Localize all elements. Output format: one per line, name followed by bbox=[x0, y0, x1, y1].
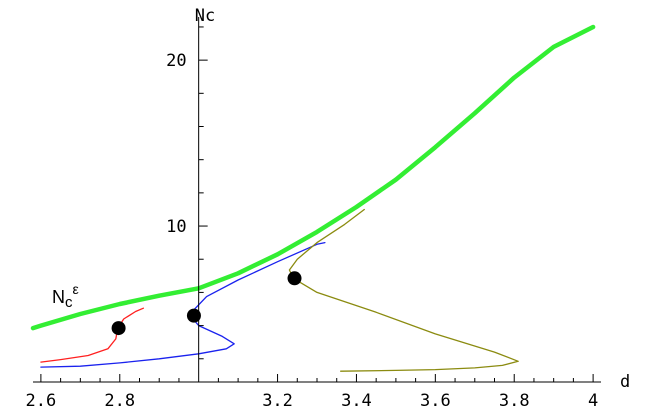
x-tick-label: 3.4 bbox=[341, 391, 372, 411]
curves-layer bbox=[30, 24, 596, 372]
bifurcation-point-marker bbox=[287, 271, 302, 286]
y-axis-label: Nc bbox=[195, 6, 215, 26]
bifurcation-point-marker bbox=[186, 308, 201, 323]
markers-layer bbox=[111, 271, 302, 336]
axes-layer bbox=[33, 17, 601, 383]
x-tick-label: 3.8 bbox=[499, 391, 530, 411]
nc-epsilon-base: N bbox=[52, 287, 65, 307]
nc-epsilon-sub: c bbox=[65, 294, 73, 311]
x-tick-label: 3.6 bbox=[420, 391, 451, 411]
y-tick-label: 20 bbox=[166, 51, 186, 71]
bifurcation-point-marker bbox=[111, 321, 126, 336]
nc-epsilon-label: Ncε bbox=[52, 281, 79, 311]
x-tick-label: 2.6 bbox=[26, 391, 57, 411]
x-tick-label: 4 bbox=[588, 391, 598, 411]
nc-epsilon-sup: ε bbox=[73, 281, 79, 297]
series-curve bbox=[40, 241, 326, 368]
tick-labels-layer: 2.6 2.8 3.2 3.4 3.6 3.8 4 10 20 bbox=[26, 51, 599, 411]
x-tick-label: 3.2 bbox=[262, 391, 293, 411]
x-axis-label: d bbox=[620, 372, 630, 392]
series-curve bbox=[40, 307, 145, 363]
x-tick-label: 2.8 bbox=[104, 391, 135, 411]
series-curve bbox=[30, 24, 596, 331]
series-curve bbox=[288, 208, 519, 372]
y-tick-label: 10 bbox=[166, 217, 186, 237]
